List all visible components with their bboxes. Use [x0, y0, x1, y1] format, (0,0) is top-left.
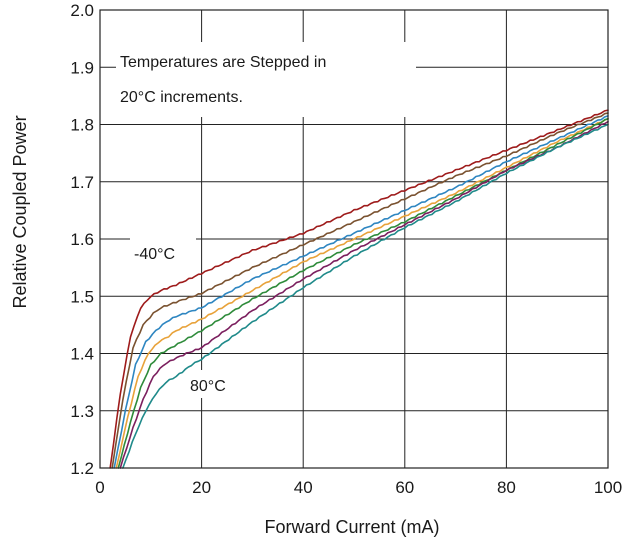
y-tick-label: 1.7 [70, 173, 94, 192]
label-minus40: -40°C [134, 246, 175, 263]
y-tick-label: 1.2 [70, 459, 94, 478]
label-80: 80°C [190, 378, 226, 395]
tick-labels: 0 20 40 60 80 100 1.2 1.3 1.4 1.5 1.6 1.7 1.8 1.9 2.0 [70, 1, 622, 497]
plot-frame [99, 9, 609, 469]
label-80-background [186, 370, 244, 398]
x-tick-label: 20 [192, 478, 211, 497]
series-line [113, 115, 609, 469]
series-line [119, 120, 609, 469]
x-tick-label: 0 [95, 478, 104, 497]
x-tick-label: 100 [594, 478, 622, 497]
note-line-1: Temperatures are Stepped in [120, 54, 326, 71]
y-tick-label: 1.3 [70, 402, 94, 421]
y-axis-title: Relative Coupled Power [10, 115, 30, 308]
series-line [115, 117, 609, 469]
x-axis-title: Forward Current (mA) [264, 517, 439, 537]
y-tick-label: 1.9 [70, 58, 94, 77]
x-tick-label: 80 [497, 478, 516, 497]
note-background [116, 42, 416, 117]
label-minus40-background [130, 238, 196, 266]
x-tick-label: 40 [294, 478, 313, 497]
note-line-2: 20°C increments. [120, 89, 243, 106]
series-line [111, 112, 609, 469]
y-tick-label: 1.8 [70, 116, 94, 135]
y-tick-label: 1.4 [70, 345, 94, 364]
y-tick-label: 1.6 [70, 230, 94, 249]
y-tick-label: 2.0 [70, 1, 94, 20]
series-line [122, 123, 609, 469]
x-tick-label: 60 [395, 478, 414, 497]
series-group [109, 109, 609, 469]
y-tick-label: 1.5 [70, 287, 94, 306]
series-line [109, 109, 609, 469]
